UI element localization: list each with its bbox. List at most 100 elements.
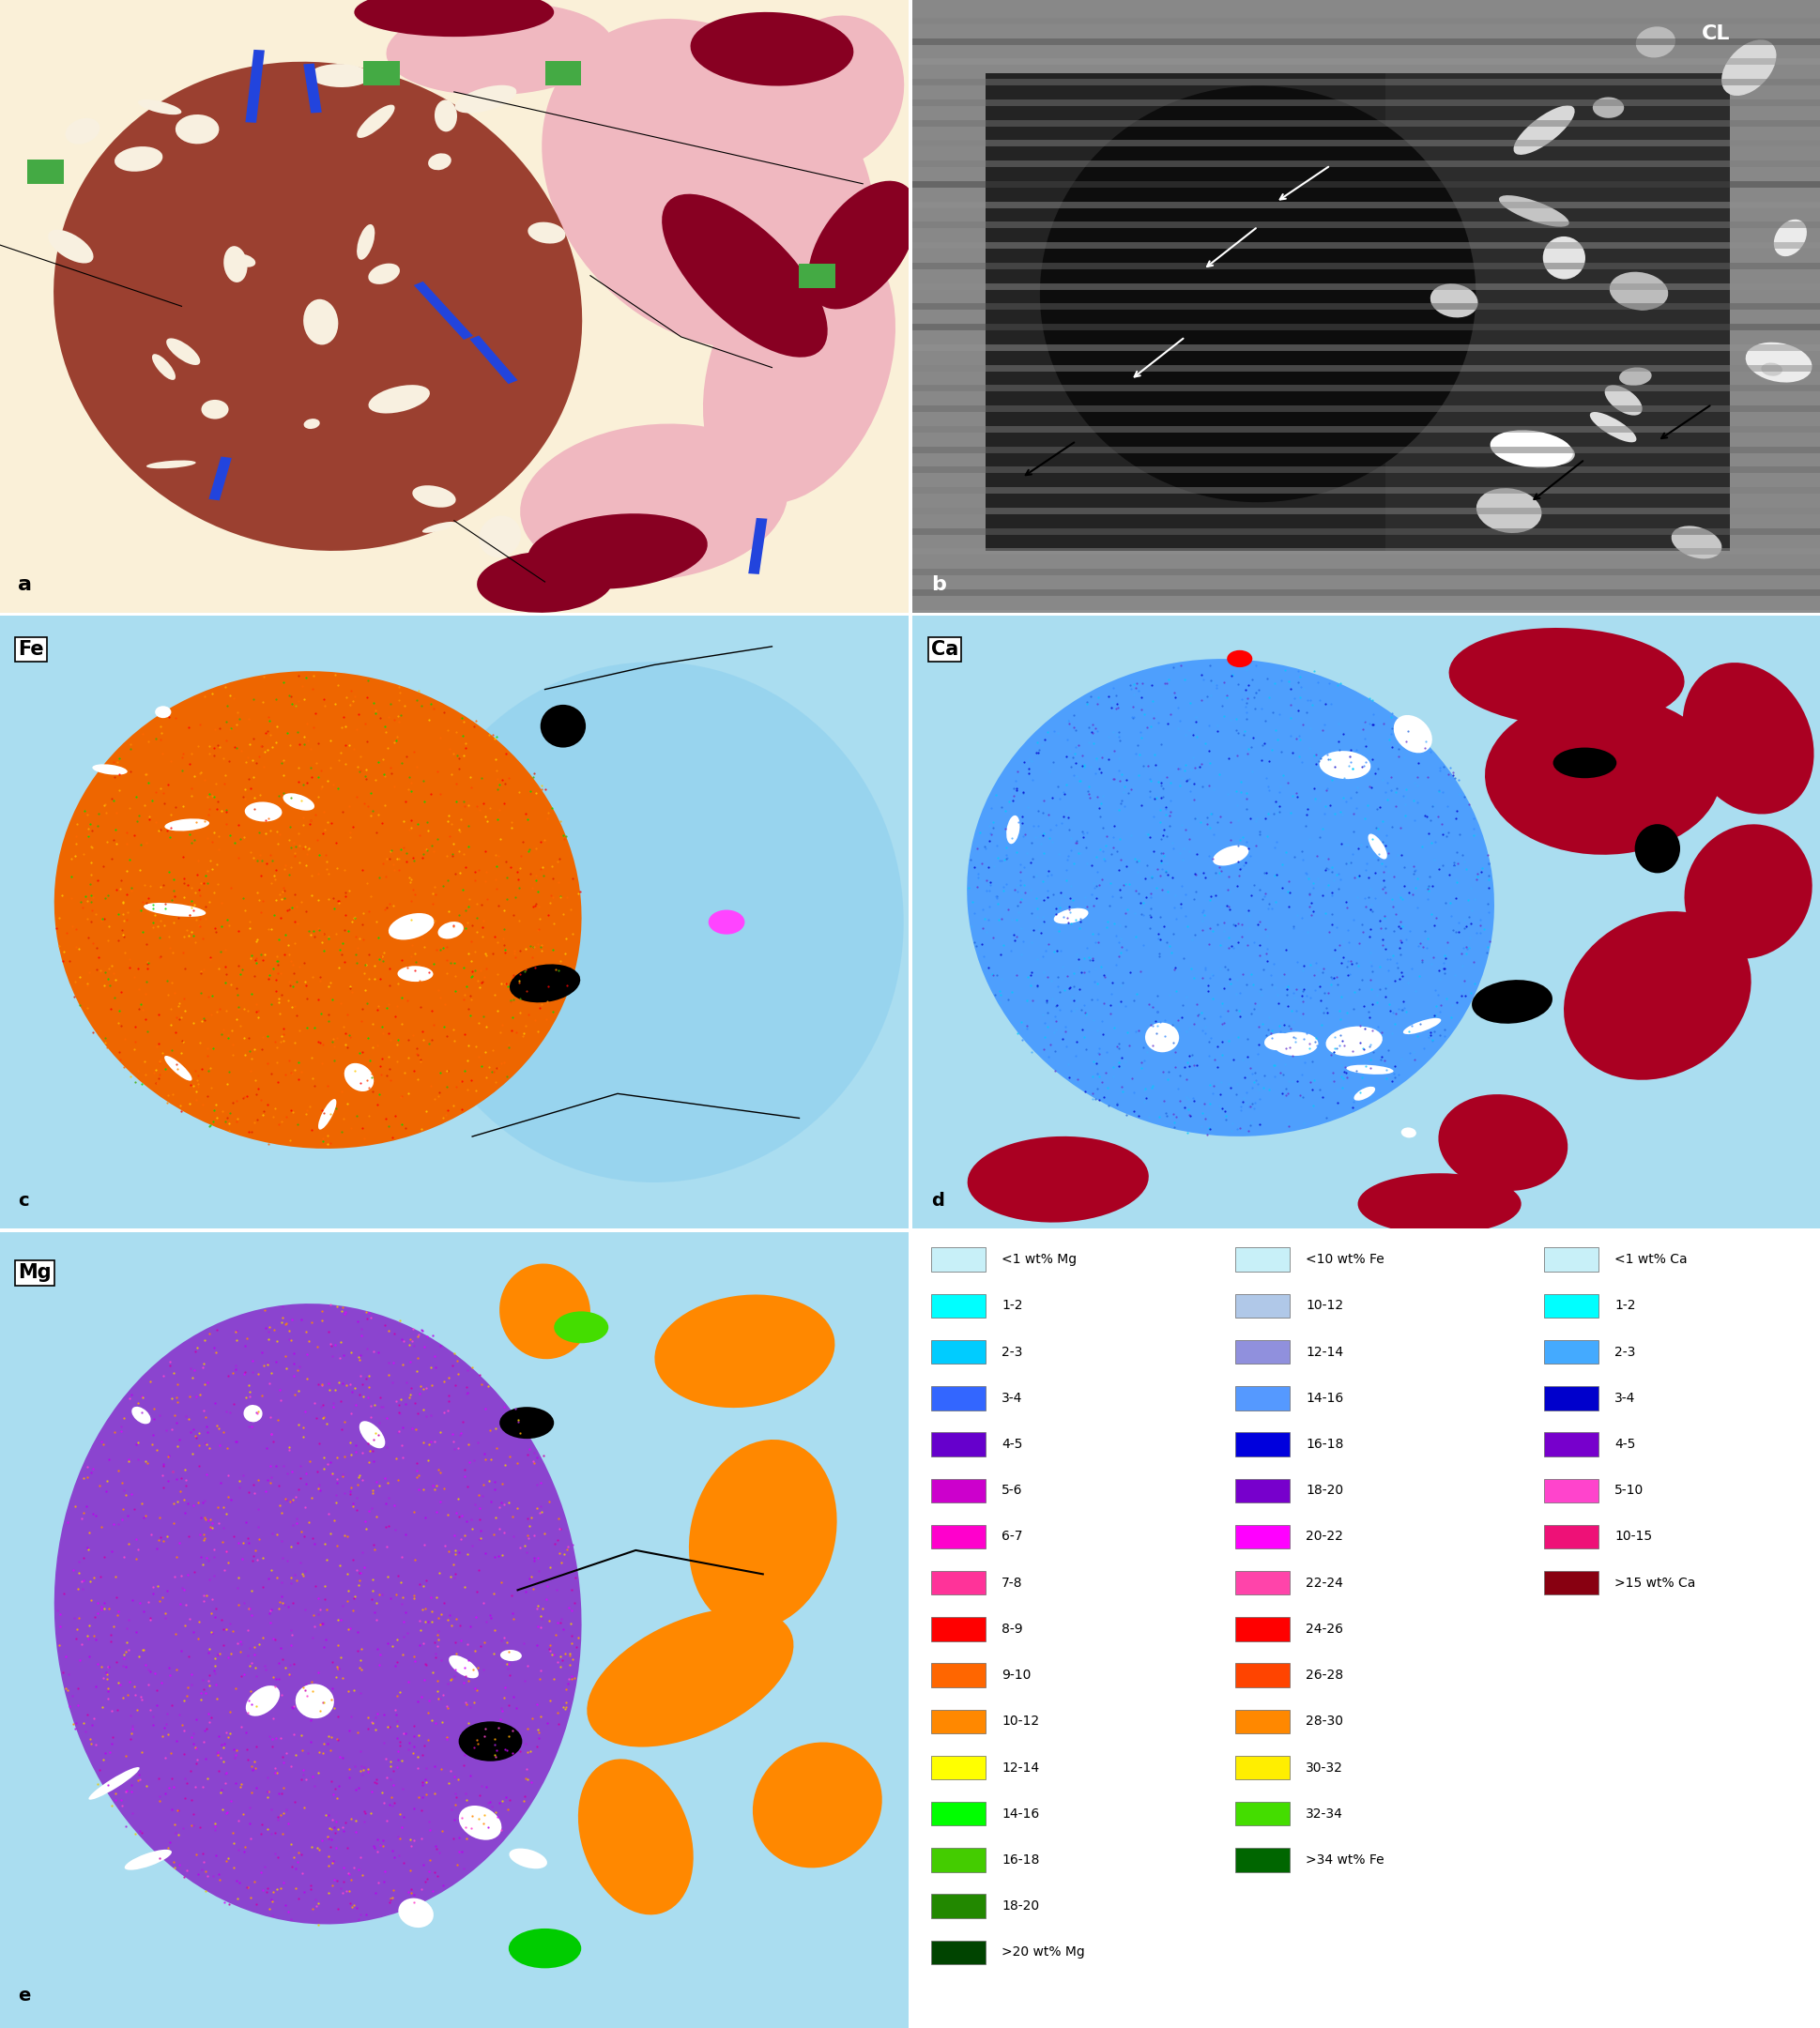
- Text: 22-24: 22-24: [1305, 1576, 1343, 1590]
- Ellipse shape: [304, 300, 339, 345]
- Bar: [1234, 1756, 1289, 1779]
- Ellipse shape: [355, 0, 553, 37]
- Bar: [985, 73, 1729, 552]
- Ellipse shape: [304, 418, 320, 428]
- Ellipse shape: [428, 154, 451, 170]
- Bar: [27, 160, 64, 185]
- Ellipse shape: [690, 12, 854, 85]
- Text: 10-15: 10-15: [1614, 1531, 1651, 1543]
- Ellipse shape: [435, 99, 457, 132]
- Ellipse shape: [703, 231, 895, 503]
- Ellipse shape: [1609, 272, 1667, 310]
- Ellipse shape: [541, 704, 586, 748]
- Ellipse shape: [282, 793, 315, 811]
- Ellipse shape: [1358, 1174, 1520, 1235]
- Ellipse shape: [477, 552, 613, 612]
- Ellipse shape: [55, 671, 581, 1148]
- Bar: [470, 335, 517, 383]
- Text: <1 wt% Ca: <1 wt% Ca: [1614, 1253, 1687, 1265]
- Ellipse shape: [1476, 489, 1542, 533]
- Ellipse shape: [55, 1304, 581, 1925]
- Bar: [246, 49, 264, 124]
- Ellipse shape: [397, 965, 433, 982]
- Text: >34 wt% Fe: >34 wt% Fe: [1305, 1854, 1383, 1866]
- Text: <1 wt% Mg: <1 wt% Mg: [1001, 1253, 1076, 1265]
- Ellipse shape: [1354, 1087, 1374, 1101]
- Text: 3-4: 3-4: [1001, 1391, 1023, 1405]
- Ellipse shape: [752, 1742, 881, 1868]
- Bar: [930, 1710, 985, 1734]
- Ellipse shape: [1039, 85, 1474, 503]
- Bar: [1234, 1525, 1289, 1549]
- Ellipse shape: [1760, 363, 1782, 375]
- Text: 18-20: 18-20: [1305, 1484, 1343, 1497]
- Ellipse shape: [202, 400, 229, 420]
- Bar: [1234, 1710, 1289, 1734]
- Ellipse shape: [1400, 1128, 1416, 1138]
- Ellipse shape: [1345, 1065, 1392, 1075]
- Text: 4-5: 4-5: [1614, 1438, 1634, 1450]
- Ellipse shape: [164, 1057, 191, 1081]
- Text: e: e: [18, 1985, 31, 2004]
- Ellipse shape: [146, 460, 197, 468]
- Ellipse shape: [661, 195, 826, 357]
- Ellipse shape: [501, 1651, 522, 1661]
- Text: a: a: [18, 576, 33, 594]
- Text: 30-32: 30-32: [1305, 1760, 1343, 1774]
- Bar: [1543, 1478, 1598, 1503]
- Bar: [930, 1756, 985, 1779]
- Ellipse shape: [1589, 412, 1636, 442]
- Ellipse shape: [89, 1766, 140, 1799]
- Bar: [1234, 1572, 1289, 1594]
- Text: >20 wt% Mg: >20 wt% Mg: [1001, 1945, 1085, 1959]
- Ellipse shape: [1471, 980, 1552, 1024]
- Ellipse shape: [1634, 823, 1680, 874]
- Bar: [930, 1663, 985, 1687]
- Ellipse shape: [808, 180, 917, 308]
- Ellipse shape: [1145, 1022, 1179, 1053]
- Ellipse shape: [115, 146, 162, 172]
- Ellipse shape: [1542, 237, 1585, 280]
- Ellipse shape: [553, 1312, 608, 1343]
- Ellipse shape: [437, 921, 464, 939]
- Ellipse shape: [1367, 834, 1387, 860]
- Text: 1-2: 1-2: [1001, 1300, 1023, 1312]
- Ellipse shape: [448, 1655, 479, 1679]
- Bar: [1234, 1341, 1289, 1365]
- Ellipse shape: [47, 229, 93, 264]
- Text: 32-34: 32-34: [1305, 1807, 1343, 1821]
- Ellipse shape: [653, 1294, 834, 1407]
- Ellipse shape: [1603, 385, 1642, 416]
- Ellipse shape: [708, 911, 744, 935]
- Text: 16-18: 16-18: [1305, 1438, 1343, 1450]
- Bar: [1234, 1247, 1289, 1272]
- Ellipse shape: [1720, 41, 1776, 95]
- Text: 2-3: 2-3: [1001, 1345, 1023, 1359]
- Bar: [304, 63, 322, 114]
- Bar: [1543, 1572, 1598, 1594]
- Ellipse shape: [542, 18, 875, 349]
- Ellipse shape: [155, 706, 171, 718]
- Bar: [930, 1848, 985, 1872]
- Ellipse shape: [357, 225, 375, 260]
- Ellipse shape: [357, 105, 395, 138]
- Bar: [930, 1294, 985, 1318]
- Text: 14-16: 14-16: [1305, 1391, 1343, 1405]
- Ellipse shape: [1592, 97, 1623, 118]
- Text: 18-20: 18-20: [1001, 1900, 1039, 1912]
- Bar: [364, 61, 399, 85]
- Bar: [930, 1525, 985, 1549]
- Ellipse shape: [233, 254, 255, 268]
- Ellipse shape: [1212, 846, 1249, 866]
- Text: 2-3: 2-3: [1614, 1345, 1634, 1359]
- Ellipse shape: [966, 659, 1494, 1136]
- Bar: [930, 1432, 985, 1456]
- Bar: [1543, 1432, 1598, 1456]
- Ellipse shape: [688, 1440, 837, 1628]
- Text: <10 wt% Fe: <10 wt% Fe: [1305, 1253, 1383, 1265]
- Bar: [748, 517, 766, 574]
- Ellipse shape: [510, 963, 581, 1002]
- Bar: [1234, 1432, 1289, 1456]
- Ellipse shape: [528, 513, 708, 588]
- Bar: [930, 1247, 985, 1272]
